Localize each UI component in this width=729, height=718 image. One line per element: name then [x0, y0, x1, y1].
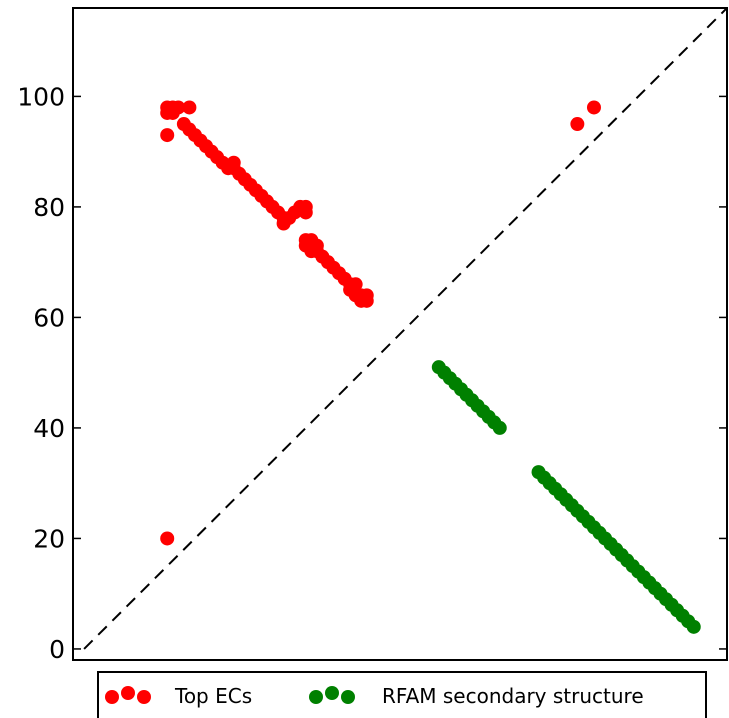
- legend-label-0: Top ECs: [174, 684, 252, 708]
- plot-frame: [72, 7, 728, 661]
- data-point: [160, 128, 175, 143]
- plot-area: [83, 8, 727, 650]
- legend: Top ECs RFAM secondary structure: [97, 671, 707, 718]
- y-tick-label: 20: [33, 524, 65, 553]
- legend-marker-1: [309, 686, 355, 704]
- data-point: [570, 117, 585, 132]
- y-tick-label: 100: [17, 82, 65, 111]
- y-tick-label: 60: [33, 303, 65, 332]
- data-point: [492, 420, 507, 435]
- data-point: [298, 205, 313, 220]
- legend-marker-dot: [105, 690, 119, 704]
- data-point: [359, 288, 374, 303]
- y-tick-label: 0: [49, 635, 65, 664]
- legend-box: [97, 671, 707, 718]
- series-1: [431, 360, 701, 634]
- data-point: [182, 100, 197, 115]
- data-point: [160, 531, 175, 546]
- legend-marker-dot: [309, 690, 323, 704]
- y-tick-label: 40: [33, 414, 65, 443]
- data-point: [586, 100, 601, 115]
- y-axis: 0 20 40 60 80 100: [17, 82, 727, 664]
- legend-marker-dot: [137, 690, 151, 704]
- data-points: [160, 100, 701, 634]
- data-point: [348, 277, 363, 292]
- diagonal-reference-line: [83, 8, 727, 650]
- legend-marker-dot: [325, 686, 339, 700]
- legend-marker-dot: [341, 690, 355, 704]
- legend-marker-dot: [121, 686, 135, 700]
- data-point: [686, 619, 701, 634]
- data-point: [171, 100, 186, 115]
- legend-marker-0: [105, 686, 151, 704]
- series-0: [160, 100, 601, 546]
- y-tick-label: 80: [33, 193, 65, 222]
- legend-label-1: RFAM secondary structure: [382, 684, 644, 708]
